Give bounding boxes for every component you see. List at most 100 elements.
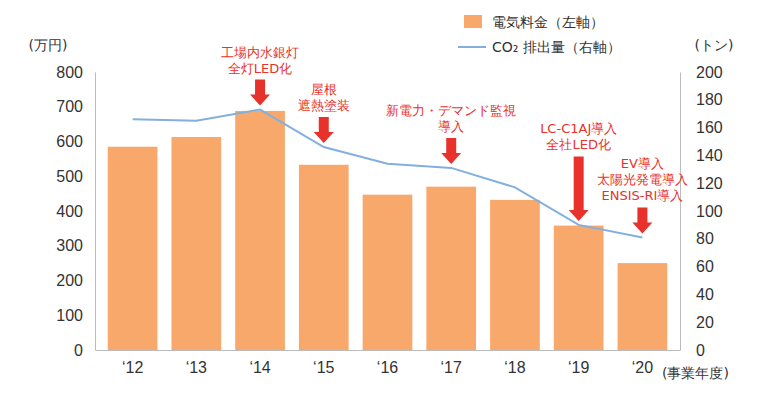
- tick: 0: [74, 342, 95, 359]
- tick-label: 180: [696, 91, 723, 108]
- tick: 300: [56, 237, 95, 254]
- annotation: 工場内水銀灯全灯LED化: [221, 45, 299, 106]
- tick: ‘17: [441, 359, 462, 376]
- annotation-text: 導入: [438, 119, 464, 134]
- x-axis: ‘12 ‘13 ‘14 ‘15 ‘16 ‘17 ‘18 ‘19 ‘20: [96, 351, 681, 377]
- plot-area: [108, 110, 668, 350]
- tick: 100: [680, 203, 723, 220]
- bar: [363, 195, 413, 350]
- annotation-arrow: [314, 117, 334, 143]
- axis-line: [95, 73, 96, 351]
- tick-label: ‘16: [377, 359, 398, 376]
- tick-label: 100: [696, 203, 723, 220]
- tick-label: 600: [56, 133, 83, 150]
- tick-label: ‘19: [568, 359, 589, 376]
- tick: 200: [56, 272, 95, 289]
- tick-label: 500: [56, 168, 83, 185]
- legend-label: CO₂ 排出量（右軸）: [492, 39, 621, 55]
- annotation-text: ENSIS-RI導入: [601, 188, 683, 203]
- tick: ‘16: [377, 359, 398, 376]
- tick-label: ‘20: [632, 359, 653, 376]
- tick-label: ‘14: [249, 359, 270, 376]
- tick: 500: [56, 168, 95, 185]
- tick: 100: [56, 307, 95, 324]
- x-axis-title: (事業年度): [662, 365, 729, 381]
- annotations: EV導入太陽光発電導入ENSIS-RI導入LC-C1AJ導入全社LED化新電力・…: [221, 45, 688, 234]
- annotation-text: 新電力・デマンド監視: [386, 103, 516, 118]
- bar: [490, 200, 540, 350]
- tick-label: 40: [696, 286, 714, 303]
- tick-label: ‘17: [441, 359, 462, 376]
- tick-label: 400: [56, 203, 83, 220]
- bar-series: [108, 111, 668, 350]
- annotation-text: 工場内水銀灯: [221, 45, 299, 60]
- y-axis: 0 100 200 300 400 500 600 700 800: [56, 64, 95, 359]
- tick: 700: [56, 98, 95, 115]
- annotation: 新電力・デマンド監視導入: [386, 103, 516, 164]
- tick: 80: [680, 230, 714, 247]
- tick: ‘19: [568, 359, 589, 376]
- tick: ‘20: [632, 359, 653, 376]
- y-axis-title: (万円): [29, 37, 68, 53]
- bar: [554, 226, 604, 350]
- annotation-text: 全灯LED化: [228, 61, 292, 76]
- annotation-arrow: [441, 138, 461, 164]
- tick-label: 200: [696, 64, 723, 81]
- bar: [108, 147, 158, 350]
- annotation-text: 太陽光発電導入: [597, 172, 688, 187]
- tick: 160: [680, 119, 723, 136]
- tick-label: ‘12: [122, 359, 143, 376]
- tick: 40: [680, 286, 714, 303]
- y2-axis: 020406080100120140160180200: [680, 64, 723, 359]
- tick: 0: [680, 342, 705, 359]
- tick: 140: [680, 147, 723, 164]
- tick-label: 80: [696, 230, 714, 247]
- tick-label: ‘18: [504, 359, 525, 376]
- y2-axis-title: (トン): [695, 37, 734, 53]
- tick: 200: [680, 64, 723, 81]
- bar: [235, 111, 285, 350]
- tick: 800: [56, 64, 95, 81]
- tick-label: 100: [56, 307, 83, 324]
- annotation-text: 遮熱塗装: [298, 98, 350, 113]
- tick: ‘12: [122, 359, 143, 376]
- tick-label: 700: [56, 98, 83, 115]
- annotation-text: EV導入: [621, 156, 664, 171]
- axis-line: [680, 73, 681, 351]
- tick: ‘18: [504, 359, 525, 376]
- bar: [299, 165, 349, 350]
- axis-line: [96, 350, 681, 351]
- tick: ‘13: [186, 359, 207, 376]
- bar: [426, 187, 476, 350]
- tick-label: 300: [56, 237, 83, 254]
- tick: ‘15: [313, 359, 334, 376]
- annotation-text: 屋根: [311, 82, 337, 97]
- tick: 180: [680, 91, 723, 108]
- tick-label: 800: [56, 64, 83, 81]
- tick: 20: [680, 314, 714, 331]
- tick: 600: [56, 133, 95, 150]
- annotation: LC-C1AJ導入全社LED化: [540, 121, 617, 220]
- legend: 電気料金（左軸） CO₂ 排出量（右軸）: [458, 14, 621, 55]
- tick: 400: [56, 203, 95, 220]
- bar: [171, 137, 221, 350]
- tick-label: ‘15: [313, 359, 334, 376]
- tick-label: 0: [696, 342, 705, 359]
- annotation-text: 全社LED化: [546, 137, 610, 152]
- annotation-text: LC-C1AJ導入: [540, 121, 617, 136]
- legend-swatch: [464, 15, 482, 28]
- annotation-arrow: [250, 80, 270, 106]
- tick-label: 60: [696, 258, 714, 275]
- annotation: EV導入太陽光発電導入ENSIS-RI導入: [597, 156, 688, 233]
- bar: [618, 263, 668, 350]
- tick-label: 20: [696, 314, 714, 331]
- tick: 60: [680, 258, 714, 275]
- legend-label: 電気料金（左軸）: [492, 14, 604, 30]
- tick-label: 200: [56, 272, 83, 289]
- annotation: 屋根遮熱塗装: [298, 82, 350, 143]
- annotation-arrow: [632, 207, 652, 233]
- chart-root: 0100200300400500600700800020406080100120…: [0, 0, 783, 400]
- tick-label: ‘13: [186, 359, 207, 376]
- tick: ‘14: [249, 359, 270, 376]
- line: [133, 110, 643, 238]
